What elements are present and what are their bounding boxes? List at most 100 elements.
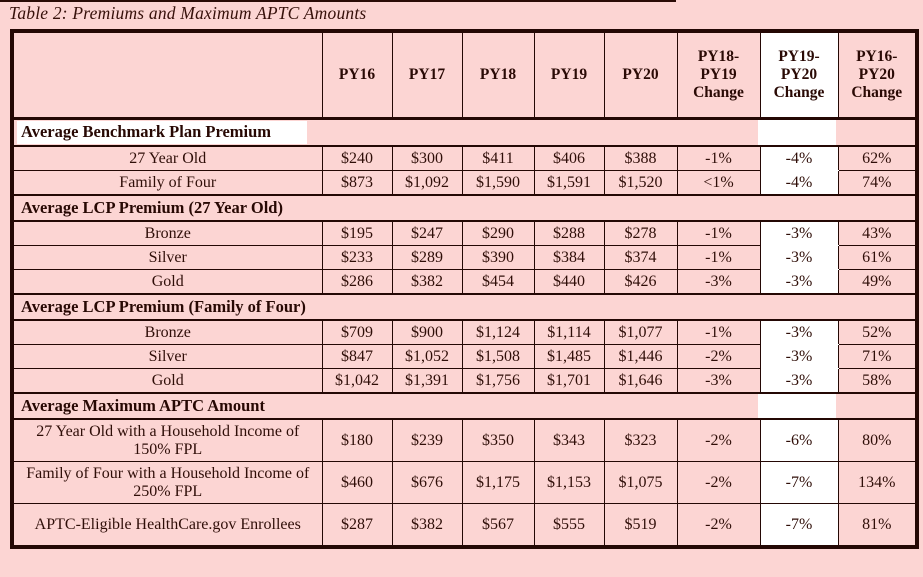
- section-title-benchmark: Average Benchmark Plan Premium: [11, 117, 918, 147]
- row-label: Family of Four with a Household Income o…: [11, 461, 323, 504]
- value-cell: $323: [603, 418, 678, 462]
- value-cell: $343: [533, 418, 605, 462]
- value-cell: $1,391: [391, 368, 463, 394]
- value-cell: $388: [603, 145, 678, 171]
- column-header-blank: [11, 30, 323, 120]
- value-cell: $900: [391, 319, 463, 345]
- table-row: Gold $1,042 $1,391 $1,756 $1,701 $1,646 …: [11, 368, 918, 394]
- premiums-aptc-table: PY16 PY17 PY18 PY19 PY20 PY18-PY19 Chang…: [10, 29, 919, 549]
- value-cell: 80%: [837, 418, 918, 462]
- value-cell: $1,042: [321, 368, 393, 394]
- value-cell-highlighted: -3%: [759, 245, 839, 270]
- value-cell: $1,124: [461, 319, 535, 345]
- highlight-patch: [758, 395, 836, 417]
- value-cell: $290: [461, 220, 535, 246]
- row-label: Family of Four: [11, 170, 323, 196]
- row-label: Gold: [11, 269, 323, 295]
- value-cell: 61%: [837, 245, 918, 270]
- row-label: Bronze: [11, 220, 323, 246]
- value-cell: 62%: [837, 145, 918, 171]
- column-header-py16: PY16: [321, 30, 393, 120]
- value-cell: -1%: [676, 145, 761, 171]
- value-cell: $384: [533, 245, 605, 270]
- column-header-py19: PY19: [533, 30, 605, 120]
- row-label: Silver: [11, 245, 323, 270]
- column-header-py18: PY18: [461, 30, 535, 120]
- value-cell: $411: [461, 145, 535, 171]
- highlight-patch: [758, 120, 836, 145]
- table-caption: Table 2: Premiums and Maximum APTC Amoun…: [9, 3, 367, 23]
- value-cell: $300: [391, 145, 463, 171]
- top-divider: [0, 0, 676, 2]
- table-row: Gold $286 $382 $454 $440 $426 -3% -3% 49…: [11, 269, 918, 295]
- value-cell-highlighted: -3%: [759, 220, 839, 246]
- column-header-py20: PY20: [603, 30, 678, 120]
- value-cell: $1,052: [391, 344, 463, 369]
- column-header-py16-py20-change: PY16-PY20 Change: [837, 30, 918, 120]
- column-header-py17: PY17: [391, 30, 463, 120]
- value-cell-highlighted: -3%: [759, 368, 839, 394]
- value-cell-highlighted: -6%: [759, 418, 839, 462]
- value-cell: <1%: [676, 170, 761, 196]
- value-cell: $1,092: [391, 170, 463, 196]
- value-cell: $1,153: [533, 461, 605, 504]
- value-cell: -3%: [676, 368, 761, 394]
- value-cell: -3%: [676, 269, 761, 295]
- section-title-text: Average Benchmark Plan Premium: [17, 121, 308, 144]
- column-header-py18-py19-change: PY18-PY19 Change: [676, 30, 761, 120]
- value-cell: $676: [391, 461, 463, 504]
- value-cell: $1,520: [603, 170, 678, 196]
- table-row: Family of Four $873 $1,092 $1,590 $1,591…: [11, 170, 918, 196]
- value-cell: $286: [321, 269, 393, 295]
- value-cell-highlighted: -3%: [759, 344, 839, 369]
- value-cell: -2%: [676, 418, 761, 462]
- row-label: 27 Year Old with a Household Income of 1…: [11, 418, 323, 462]
- value-cell: -1%: [676, 220, 761, 246]
- value-cell: 58%: [837, 368, 918, 394]
- value-cell: -1%: [676, 245, 761, 270]
- value-cell: -2%: [676, 344, 761, 369]
- value-cell: $239: [391, 418, 463, 462]
- value-cell: 52%: [837, 319, 918, 345]
- value-cell: $460: [321, 461, 393, 504]
- section-title-max-aptc: Average Maximum APTC Amount: [11, 392, 918, 420]
- value-cell: -2%: [676, 461, 761, 504]
- value-cell: $1,701: [533, 368, 605, 394]
- value-cell: $350: [461, 418, 535, 462]
- value-cell: $247: [391, 220, 463, 246]
- value-cell-highlighted: -3%: [759, 269, 839, 295]
- value-cell: $287: [321, 503, 393, 548]
- value-cell: $440: [533, 269, 605, 295]
- value-cell-highlighted: -4%: [759, 170, 839, 196]
- value-cell: $382: [391, 503, 463, 548]
- value-cell: 81%: [837, 503, 918, 548]
- table-row: Silver $847 $1,052 $1,508 $1,485 $1,446 …: [11, 344, 918, 369]
- value-cell: $1,646: [603, 368, 678, 394]
- section-title-lcp-family: Average LCP Premium (Family of Four): [11, 293, 918, 321]
- value-cell: $406: [533, 145, 605, 171]
- value-cell-highlighted: -7%: [759, 461, 839, 504]
- value-cell: $195: [321, 220, 393, 246]
- row-label: APTC-Eligible HealthCare.gov Enrollees: [11, 503, 323, 548]
- value-cell: $278: [603, 220, 678, 246]
- section-header-row: Average Maximum APTC Amount: [11, 392, 918, 420]
- value-cell: $374: [603, 245, 678, 270]
- value-cell: $454: [461, 269, 535, 295]
- value-cell: $567: [461, 503, 535, 548]
- value-cell: $288: [533, 220, 605, 246]
- value-cell: $1,485: [533, 344, 605, 369]
- value-cell-highlighted: -4%: [759, 145, 839, 171]
- value-cell: $1,590: [461, 170, 535, 196]
- value-cell: 49%: [837, 269, 918, 295]
- value-cell: $390: [461, 245, 535, 270]
- value-cell: $289: [391, 245, 463, 270]
- table-row: Bronze $195 $247 $290 $288 $278 -1% -3% …: [11, 220, 918, 246]
- section-header-row: Average LCP Premium (27 Year Old): [11, 194, 918, 222]
- value-cell: $1,114: [533, 319, 605, 345]
- value-cell: $1,175: [461, 461, 535, 504]
- value-cell: $1,077: [603, 319, 678, 345]
- value-cell-highlighted: -7%: [759, 503, 839, 548]
- row-label: Gold: [11, 368, 323, 394]
- section-header-row: Average Benchmark Plan Premium: [11, 117, 918, 147]
- value-cell: $240: [321, 145, 393, 171]
